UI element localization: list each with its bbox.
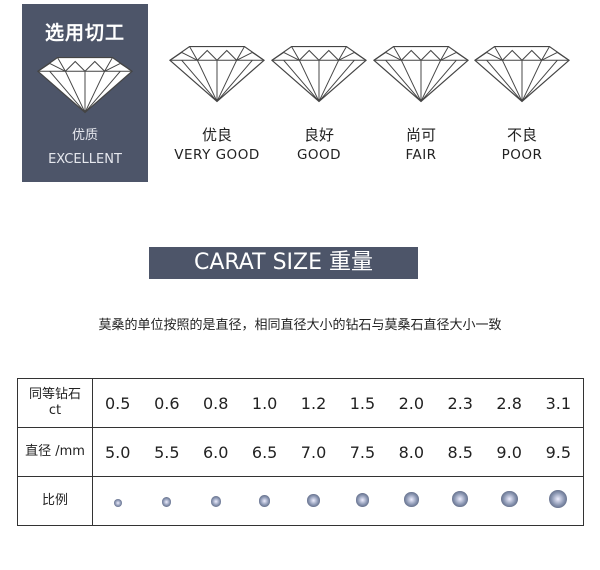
scale-cell bbox=[386, 476, 436, 526]
gem-scale-icon bbox=[500, 490, 518, 508]
scale-cell bbox=[289, 476, 338, 526]
table-row-ct: 同等钻石 ct 0.5 0.6 0.8 1.0 1.2 1.5 2.0 2.3 2.8 3.1 bbox=[17, 378, 584, 428]
grade-cn: 不良 bbox=[506, 126, 537, 144]
ct-cell: 0.8 bbox=[202, 393, 229, 413]
gem-scale-icon bbox=[549, 490, 568, 508]
gem-scale-icon bbox=[355, 493, 370, 507]
scale-cell bbox=[191, 476, 241, 526]
gem-scale-icon bbox=[162, 497, 172, 507]
diamond-icon bbox=[373, 45, 469, 103]
gem-scale-icon bbox=[404, 491, 419, 507]
scale-cell bbox=[484, 476, 534, 526]
mm-cell: 7.5 bbox=[337, 427, 387, 477]
row-label-scale: 比例 bbox=[17, 476, 93, 526]
mm-cell: 6.5 bbox=[240, 427, 290, 477]
diamond-icon bbox=[169, 45, 265, 103]
label-line: 同等钻石 bbox=[28, 387, 81, 402]
scale-cell bbox=[533, 476, 584, 526]
grade-fair: 尚可 FAIR bbox=[366, 44, 476, 163]
scale-cell bbox=[435, 476, 485, 526]
label-line: ct bbox=[48, 403, 62, 418]
grade-en: POOR bbox=[501, 147, 543, 163]
ct-cell: 1.0 bbox=[251, 393, 278, 413]
ct-cell: 0.6 bbox=[154, 393, 180, 413]
ct-cell: 0.5 bbox=[104, 393, 131, 413]
ct-cell: 2.8 bbox=[496, 393, 522, 413]
gem-scale-icon bbox=[210, 496, 221, 507]
scale-cell bbox=[337, 476, 387, 526]
diamond-excellent-icon bbox=[37, 56, 133, 114]
carat-size-banner: CARAT SIZE 重量 bbox=[149, 247, 418, 279]
mm-cell: 5.0 bbox=[92, 427, 143, 477]
size-note: 莫桑的单位按照的是直径，相同直径大小的钻石与莫桑石直径大小一致 bbox=[98, 318, 502, 333]
gem-scale-icon bbox=[452, 491, 469, 507]
grade-en: FAIR bbox=[405, 147, 437, 163]
grade-cn: 良好 bbox=[303, 126, 334, 144]
mm-cell: 8.5 bbox=[435, 427, 485, 477]
ct-cell: 1.5 bbox=[349, 393, 376, 413]
mm-cell: 5.5 bbox=[142, 427, 192, 477]
gem-scale-icon bbox=[307, 494, 320, 507]
gem-scale-icon bbox=[113, 498, 122, 507]
carat-size-table: 同等钻石 ct 0.5 0.6 0.8 1.0 1.2 1.5 2.0 2.3 2.8 3.1 直径… bbox=[17, 378, 584, 526]
scale-cell bbox=[240, 476, 290, 526]
ct-cell: 3.1 bbox=[545, 393, 572, 413]
grade-en: VERY GOOD bbox=[174, 147, 260, 163]
excellent-cut-card: 选用切工 优质 EXCELLENT bbox=[22, 4, 148, 182]
grade-en: EXCELLENT bbox=[48, 152, 122, 167]
mm-cell: 8.0 bbox=[386, 427, 436, 477]
row-label-mm: 直径 /mm bbox=[17, 427, 93, 477]
diamond-icon bbox=[271, 45, 367, 103]
gem-scale-icon bbox=[258, 495, 271, 507]
grade-en: GOOD bbox=[296, 147, 342, 163]
grade-good: 良好 GOOD bbox=[264, 44, 374, 163]
row-label-ct: 同等钻石 ct bbox=[17, 378, 93, 428]
mm-cell: 9.5 bbox=[533, 427, 584, 477]
table-row-scale: 比例 bbox=[17, 476, 584, 526]
mm-cell: 7.0 bbox=[289, 427, 338, 477]
grade-cn: 优良 bbox=[201, 126, 232, 144]
mm-cell: 6.0 bbox=[191, 427, 241, 477]
ct-cell: 1.2 bbox=[300, 393, 327, 413]
cut-title: 选用切工 bbox=[44, 22, 125, 44]
scale-cell bbox=[92, 476, 143, 526]
mm-cell: 9.0 bbox=[484, 427, 534, 477]
grade-poor: 不良 POOR bbox=[467, 44, 577, 163]
diamond-icon bbox=[474, 45, 570, 103]
ct-cell: 2.0 bbox=[398, 393, 425, 413]
grade-cn: 优质 bbox=[71, 128, 98, 143]
table-row-mm: 直径 /mm 5.0 5.5 6.0 6.5 7.0 7.5 8.0 8.5 9.0 9.5 bbox=[17, 427, 584, 477]
grade-very-good: 优良 VERY GOOD bbox=[162, 44, 272, 163]
grade-cn: 尚可 bbox=[405, 126, 436, 144]
scale-cell bbox=[142, 476, 192, 526]
ct-cell: 2.3 bbox=[447, 393, 473, 413]
